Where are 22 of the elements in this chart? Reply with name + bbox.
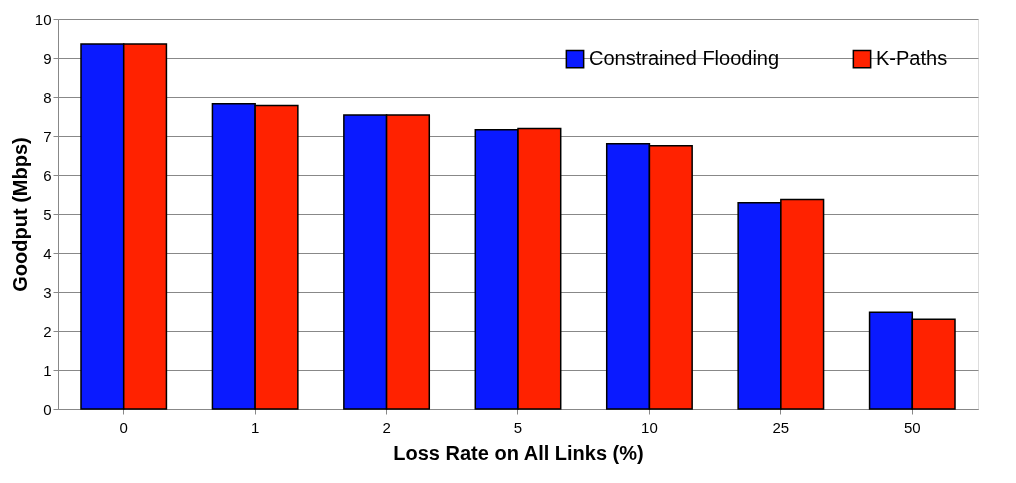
y-axis-title: Goodput (Mbps) bbox=[8, 137, 31, 292]
y-tick-label: 7 bbox=[43, 127, 52, 145]
y-tick-label: 4 bbox=[43, 244, 52, 262]
y-tick-label: 3 bbox=[43, 283, 52, 301]
x-tick-label: 2 bbox=[382, 418, 391, 436]
x-tick-label: 50 bbox=[903, 418, 921, 436]
x-tick-label: 25 bbox=[772, 418, 790, 436]
y-tick-label: 9 bbox=[43, 49, 52, 67]
y-tick-label: 1 bbox=[43, 361, 52, 379]
x-tick-label: 5 bbox=[513, 418, 523, 436]
y-tick-label: 2 bbox=[43, 322, 52, 340]
x-tick-label: 1 bbox=[250, 418, 260, 436]
y-tick-label: 6 bbox=[43, 166, 52, 184]
y-tick-label: 5 bbox=[43, 205, 52, 223]
y-tick-label: 8 bbox=[43, 88, 52, 106]
legend-label: Constrained Flooding bbox=[589, 47, 780, 70]
y-tick-label: 10 bbox=[34, 10, 52, 28]
x-axis-title: Loss Rate on All Links (%) bbox=[393, 441, 644, 464]
x-tick-label: 10 bbox=[641, 418, 658, 436]
legend-label: K-Paths bbox=[876, 47, 948, 70]
y-tick-label: 0 bbox=[43, 400, 52, 418]
x-tick-label: 0 bbox=[119, 418, 128, 436]
